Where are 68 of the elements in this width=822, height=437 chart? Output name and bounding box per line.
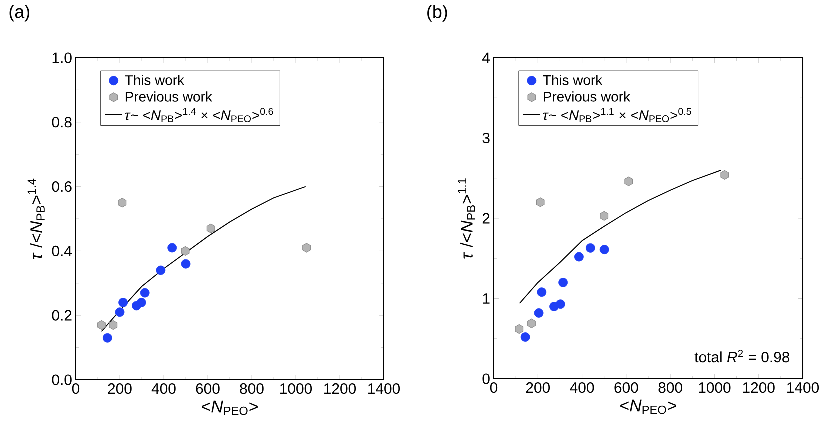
x-axis-title: <N$_{PEO}$> bbox=[202, 400, 258, 416]
y-tick-label: 0.6 bbox=[52, 182, 72, 192]
point bbox=[181, 259, 191, 269]
x-tick-label: 400 bbox=[570, 382, 594, 394]
y-tick-label: 1.0 bbox=[52, 52, 72, 64]
x-tick-label: 1000 bbox=[699, 382, 731, 394]
x-tick-label: 600 bbox=[614, 382, 638, 394]
point bbox=[115, 308, 125, 318]
x-tick-label: 1400 bbox=[368, 384, 400, 394]
text: τ~ <N$_{PB}$>$^{1.1}$ × <N$_{PEO}$>$^{0.5}$ bbox=[543, 108, 692, 122]
point bbox=[181, 246, 190, 256]
x-tick-label: 800 bbox=[240, 384, 264, 394]
y-tick-label: 2 bbox=[482, 213, 490, 224]
x-tick-label: 400 bbox=[152, 384, 176, 394]
legend-label: Previous work bbox=[126, 92, 212, 102]
point bbox=[206, 224, 216, 234]
point bbox=[556, 300, 566, 310]
point bbox=[136, 298, 146, 308]
point bbox=[534, 308, 544, 318]
y-tick-label: 0.0 bbox=[52, 374, 72, 386]
point bbox=[302, 243, 311, 253]
x-tick-label: 1000 bbox=[280, 384, 312, 394]
y-tick-label: 1 bbox=[483, 294, 490, 304]
point bbox=[537, 288, 547, 298]
point bbox=[515, 324, 524, 334]
y-tick-label: 3 bbox=[482, 132, 490, 144]
point bbox=[600, 245, 610, 254]
x-tick-label: 200 bbox=[526, 382, 550, 394]
y-tick-label: 0 bbox=[482, 374, 490, 384]
point bbox=[528, 318, 536, 328]
point bbox=[168, 243, 178, 253]
x-tick-label: 1400 bbox=[788, 382, 820, 394]
legend-label: This work bbox=[543, 75, 603, 86]
text: τ~ <N$_{PB}$>$^{1.4}$ × <N$_{PEO}$>$^{0.6}$ bbox=[125, 108, 274, 122]
annotation: total R$^{2}$ = 0.98 bbox=[694, 350, 790, 363]
chart-title: (b) bbox=[428, 5, 448, 22]
y-axis-title: τ /<N$_{PB}$>$^{1.4}$ bbox=[28, 178, 45, 260]
point bbox=[118, 298, 128, 308]
legend-label: Previous work bbox=[544, 92, 631, 102]
point bbox=[520, 332, 530, 342]
y-axis-title: τ /<N$_{PB}$>$^{1.1}$ bbox=[458, 178, 476, 259]
x-tick-label: 1200 bbox=[324, 384, 356, 394]
x-tick-label: 600 bbox=[196, 384, 220, 394]
point bbox=[600, 211, 609, 221]
y-tick-label: 0.8 bbox=[52, 117, 72, 128]
point bbox=[109, 320, 118, 330]
x-axis-title: <N$_{PEO}$> bbox=[620, 400, 676, 414]
y-tick-label: 4 bbox=[482, 52, 490, 64]
point bbox=[536, 198, 545, 208]
y-tick-label: 0.4 bbox=[52, 246, 72, 256]
x-tick-label: 0 bbox=[72, 384, 80, 394]
point bbox=[156, 266, 166, 276]
point bbox=[586, 243, 596, 253]
chart-title: (a) bbox=[10, 5, 30, 22]
x-tick-label: 0 bbox=[490, 382, 498, 394]
point bbox=[574, 252, 584, 262]
x-tick-label: 1200 bbox=[743, 382, 775, 394]
point bbox=[140, 288, 150, 298]
point bbox=[118, 198, 127, 208]
point bbox=[624, 176, 634, 186]
y-tick-label: 0.2 bbox=[52, 310, 72, 321]
x-tick-label: 200 bbox=[108, 384, 132, 394]
point bbox=[102, 333, 112, 343]
x-tick-label: 800 bbox=[658, 382, 682, 394]
legend-label: This work bbox=[125, 75, 185, 86]
point bbox=[720, 170, 730, 180]
point bbox=[98, 320, 106, 330]
point bbox=[558, 278, 568, 288]
